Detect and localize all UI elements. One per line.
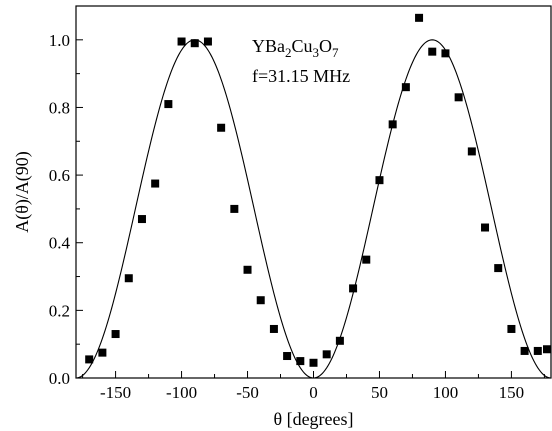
data-point (309, 358, 318, 367)
fit-curve-line (75, 39, 552, 379)
annotation-subscript: 2 (285, 45, 292, 60)
data-points-series (85, 13, 551, 367)
data-point (415, 13, 424, 22)
data-point (137, 215, 146, 224)
data-point (543, 345, 551, 354)
data-point (401, 83, 410, 92)
data-point (296, 357, 305, 366)
annotation-compound: YBa2Cu3O7 (252, 36, 339, 60)
y-tick-label: 0.0 (49, 369, 70, 388)
data-point (454, 93, 463, 102)
annotation-text: Cu (292, 36, 313, 56)
data-point (283, 352, 292, 361)
data-point (269, 324, 278, 333)
data-point (467, 147, 476, 156)
y-tick-label: 0.6 (49, 166, 70, 185)
x-tick-label: 150 (499, 383, 525, 402)
data-point (335, 336, 344, 345)
data-point (190, 39, 199, 48)
data-point (151, 179, 160, 188)
annotation-text: O (319, 36, 332, 56)
y-axis: 0.0 0.2 0.4 0.6 0.8 1.0 (49, 31, 83, 388)
y-tick-label: 0.2 (49, 301, 70, 320)
data-point (203, 37, 212, 46)
y-tick-label: 0.8 (49, 98, 70, 117)
data-point (388, 120, 397, 129)
x-tick-label: 0 (309, 383, 318, 402)
y-tick-label: 1.0 (49, 31, 70, 50)
y-axis-label: A(θ)/A(90) (12, 151, 33, 233)
data-point (322, 350, 331, 359)
data-point (428, 47, 437, 56)
data-point (520, 346, 529, 355)
plot-frame (75, 5, 552, 379)
data-point (124, 274, 133, 283)
data-point (256, 296, 265, 305)
x-tick-label: 100 (433, 383, 459, 402)
annotation-frequency: f=31.15 MHz (252, 66, 350, 86)
data-point (98, 348, 107, 357)
fit-curve-series (75, 39, 552, 379)
data-point (481, 223, 490, 232)
x-tick-label: 50 (371, 383, 388, 402)
annotation-text: YBa (252, 36, 285, 56)
x-tick-label: -100 (166, 383, 197, 402)
data-point (164, 100, 173, 109)
x-tick-label: -150 (100, 383, 131, 402)
data-point (494, 264, 503, 273)
x-axis: -150 -100 -50 0 50 100 150 (82, 371, 545, 402)
x-axis-label: θ [degrees] (273, 409, 353, 429)
plot-frame-rect (75, 5, 552, 379)
y-tick-label: 0.4 (49, 234, 71, 253)
data-point (85, 355, 94, 364)
data-point (507, 324, 516, 333)
data-point (362, 255, 371, 264)
data-point (230, 204, 239, 213)
x-tick-label: -50 (236, 383, 259, 402)
data-point (217, 123, 226, 132)
data-point (375, 176, 384, 185)
data-point (533, 346, 542, 355)
annotation-subscript: 3 (313, 45, 320, 60)
data-point (349, 284, 358, 293)
annotation-subscript: 7 (332, 45, 339, 60)
data-point (177, 37, 186, 46)
data-point (243, 265, 252, 274)
data-point (441, 49, 450, 58)
data-point (111, 330, 120, 339)
